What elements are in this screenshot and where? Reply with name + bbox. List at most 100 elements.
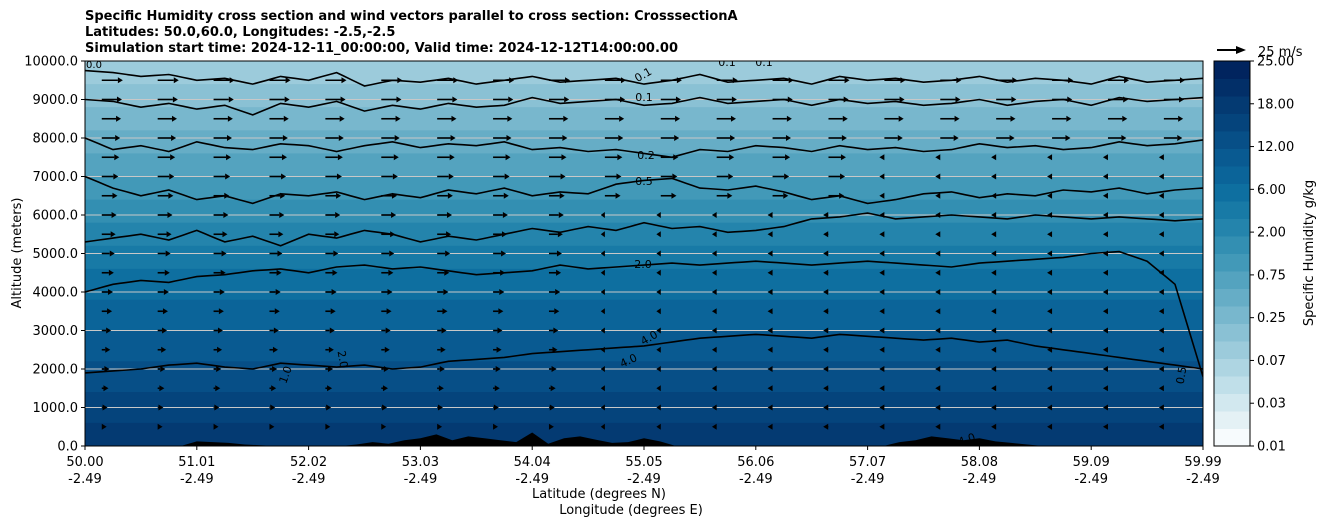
wind-vector [711, 289, 717, 295]
wind-vector [767, 308, 773, 315]
colorbar-tick-label: 0.75 [1257, 268, 1286, 283]
wind-vector-head [1158, 289, 1164, 295]
wind-vector [828, 154, 846, 161]
y-tick-label: 2000.0 [33, 363, 79, 378]
wind-vector-head [553, 327, 559, 334]
contour-label: 0.1 [755, 56, 773, 69]
wind-vector-head [386, 308, 392, 315]
wind-vector [157, 289, 169, 295]
wind-vector [101, 173, 119, 180]
wind-vector-head [493, 423, 498, 430]
wind-vector-head [897, 135, 903, 141]
wind-vector [1107, 135, 1127, 141]
wind-vector [823, 366, 829, 372]
wind-vector [1052, 77, 1074, 84]
wind-vector-head [991, 308, 997, 315]
wind-vector [828, 173, 846, 180]
wind-vector-head [671, 192, 677, 199]
wind-vector [101, 269, 114, 276]
wind-vector [823, 404, 829, 411]
wind-vector-head [226, 154, 232, 161]
wind-vector-head [1047, 212, 1053, 218]
wind-vector-head [823, 327, 829, 334]
wind-vector-head [108, 269, 114, 276]
wind-vector-head [823, 404, 829, 411]
x-tick-label-longitude: -2.49 [1186, 472, 1220, 487]
wind-vector-head [170, 154, 176, 161]
wind-vector-head [452, 96, 458, 103]
wind-vector-head [390, 231, 396, 238]
wind-vector-head [102, 404, 108, 411]
wind-vector [101, 231, 116, 238]
y-tick-label: 7000.0 [33, 170, 79, 185]
wind-vector-head [1158, 346, 1164, 353]
wind-vector [600, 327, 605, 334]
wind-vector [711, 269, 717, 276]
wind-vector-head [1010, 115, 1016, 122]
contour-line-2.0 [85, 250, 1203, 377]
wind-vector [493, 115, 513, 122]
wind-vector [325, 250, 339, 257]
wind-vector-head [559, 192, 565, 199]
wind-vector-head [328, 346, 334, 353]
wind-vector-head [173, 77, 179, 84]
wind-vector-head [509, 77, 515, 84]
wind-vector [716, 96, 737, 103]
wind-vector-head [325, 423, 331, 430]
wind-vector [884, 135, 903, 141]
wind-vector-head [600, 231, 605, 238]
wind-vector [269, 192, 286, 199]
colorbar-frame [1213, 60, 1251, 447]
wind-vector [935, 231, 941, 238]
wind-vector [1047, 269, 1053, 276]
wind-vectors [101, 77, 1185, 430]
wind-vector-head [656, 346, 661, 353]
wind-vector-head [656, 327, 661, 334]
wind-scale-key: 25 m/s [1217, 45, 1303, 60]
wind-vector-head [161, 346, 167, 353]
y-axis: 0.0 1000.0 2000.0 3000.0 4000.0 5000.0 6000.0 7… [24, 55, 85, 455]
wind-vector-head [214, 404, 220, 411]
wind-vector [269, 404, 276, 411]
contour-label: 4.0 [956, 431, 977, 449]
wind-vector-head [162, 308, 168, 315]
wind-vector-head [767, 212, 773, 218]
x-tick-label-latitude: 54.04 [514, 455, 551, 470]
wind-vector [213, 77, 235, 84]
wind-vector-head [879, 231, 885, 238]
y-tick-label: 10000.0 [24, 55, 78, 70]
wind-vector-head [711, 308, 717, 315]
contour-line-0.2 [85, 137, 1203, 159]
wind-vector [767, 423, 773, 430]
wind-vector [1158, 231, 1164, 238]
wind-vector-head [446, 231, 452, 238]
wind-vector [269, 77, 291, 84]
contour-line-0.1 [85, 69, 1203, 87]
wind-vector [772, 192, 789, 199]
colorbar-band [1214, 148, 1250, 167]
wind-vector-head [844, 77, 850, 84]
wind-vector-head [656, 269, 661, 276]
wind-vector [772, 154, 791, 161]
wind-vector [381, 192, 397, 199]
wind-vector [935, 173, 941, 180]
wind-vector-head [222, 231, 228, 238]
wind-vector [548, 269, 562, 276]
wind-vector-head [615, 192, 621, 199]
wind-vector-head [656, 289, 661, 295]
terrain-profile [85, 432, 1203, 446]
wind-vector-head [767, 346, 773, 353]
wind-vector [940, 96, 961, 103]
wind-vector-head [159, 385, 165, 392]
wind-vector-head [229, 77, 235, 84]
wind-vector [767, 385, 773, 392]
wind-vector-head [391, 192, 397, 199]
wind-vector [381, 346, 390, 353]
wind-vector [1047, 289, 1053, 295]
contour-label: 0.2 [637, 149, 655, 162]
wind-vector-head [656, 250, 661, 257]
colorbar-tick-label: 0.25 [1257, 311, 1286, 326]
y-tick-label: 3000.0 [33, 324, 79, 339]
wind-vector-head [1158, 154, 1164, 161]
colorbar-tick-label: 0.07 [1257, 354, 1286, 369]
